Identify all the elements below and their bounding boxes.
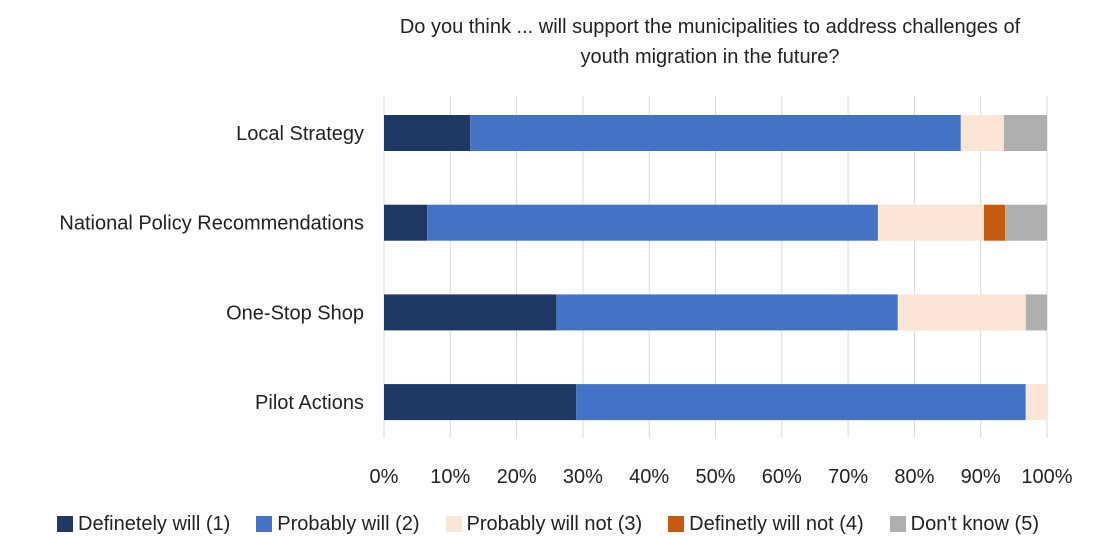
category-label: Local Strategy	[236, 123, 364, 145]
x-tick-label: 30%	[563, 466, 603, 488]
bar-segment	[384, 204, 428, 241]
bar-segment	[897, 294, 1026, 331]
bar-segment	[960, 115, 1004, 151]
legend-item: Definetely will (1)	[57, 513, 230, 536]
legend-item: Probably will (2)	[256, 512, 420, 536]
x-tick-label: 50%	[695, 466, 735, 488]
bar-segment	[470, 115, 961, 151]
bar-segment	[384, 384, 577, 421]
legend-swatch	[256, 516, 273, 532]
x-tick-label: 80%	[894, 466, 934, 488]
x-tick-label: 100%	[1021, 466, 1072, 488]
bar-segment	[1003, 115, 1047, 151]
legend-label: Probably will not (3)	[466, 512, 643, 535]
legend-label: Probably will (2)	[277, 512, 420, 535]
chart-title-line-1: Do you think ... will support the munici…	[399, 16, 1021, 38]
category-label: National Policy Recommendations	[59, 213, 364, 235]
legend-swatch	[889, 516, 906, 532]
legend-swatch	[57, 516, 73, 532]
category-label: Pilot Actions	[255, 392, 364, 414]
bar-segment	[384, 115, 471, 151]
legend-label: Don't know (5)	[910, 512, 1039, 535]
x-tick-label: 60%	[762, 466, 802, 488]
legend-swatch	[445, 516, 462, 532]
legend-item: Don't know (5)	[889, 512, 1039, 536]
stacked-bar-chart: 0% 10% 20% 30% 40% 50% 60% 70% 80% 90% 100% Local S…	[59, 96, 1073, 488]
legend-swatch	[668, 516, 685, 532]
bar-segment	[1025, 384, 1047, 421]
legend-item: Probably will not (3)	[445, 512, 643, 536]
bar-segment	[1005, 204, 1047, 241]
chart-title-line-2: youth migration in the future?	[580, 46, 840, 68]
bar-segment	[556, 294, 898, 331]
bar-segment	[427, 204, 878, 241]
legend-item: Definetly will not (4)	[668, 513, 864, 536]
bar-segment	[877, 204, 985, 241]
legend-label: Definetly will not (4)	[689, 512, 864, 535]
bar-segment	[384, 294, 557, 331]
x-tick-label: 10%	[430, 466, 470, 488]
bar-segment	[1025, 294, 1047, 331]
chart-legend: Definetely will (1) Probably will (2) Prob…	[0, 512, 1096, 536]
category-label: One-Stop Shop	[226, 302, 364, 324]
legend-label: Definetely will (1)	[78, 512, 231, 535]
x-tick-label: 0%	[370, 466, 399, 488]
x-tick-label: 90%	[961, 466, 1001, 488]
bar-segment	[984, 204, 1006, 241]
chart-title: Do you think ... will support the munici…	[340, 12, 1080, 72]
bar-segment	[576, 384, 1026, 421]
x-tick-label: 40%	[629, 466, 669, 488]
x-tick-label: 20%	[497, 466, 537, 488]
x-tick-label: 70%	[828, 466, 868, 488]
